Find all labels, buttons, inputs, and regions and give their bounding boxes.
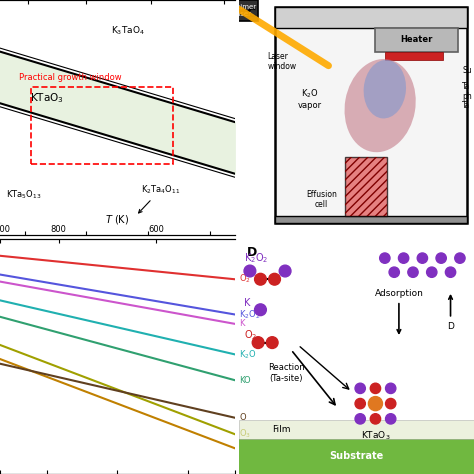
Circle shape bbox=[417, 253, 428, 263]
Text: K: K bbox=[244, 298, 250, 308]
Bar bbox=[345, 157, 387, 216]
Bar bbox=[239, 420, 474, 439]
Text: C: C bbox=[246, 7, 255, 20]
Text: KTaO$_3$: KTaO$_3$ bbox=[361, 429, 390, 442]
Text: Reaction
(Ta-site): Reaction (Ta-site) bbox=[268, 364, 305, 383]
Circle shape bbox=[455, 253, 465, 263]
Bar bbox=[31, 87, 173, 164]
Circle shape bbox=[255, 273, 266, 285]
Circle shape bbox=[370, 414, 381, 424]
Text: K: K bbox=[239, 319, 245, 328]
Circle shape bbox=[255, 304, 266, 316]
Bar bbox=[274, 216, 467, 223]
Circle shape bbox=[266, 337, 278, 348]
Text: O$_3$: O$_3$ bbox=[239, 428, 251, 440]
Bar bbox=[239, 439, 474, 474]
Circle shape bbox=[399, 253, 409, 263]
X-axis label: 1000/$T$ (/K): 1000/$T$ (/K) bbox=[90, 251, 145, 264]
Ellipse shape bbox=[364, 60, 406, 118]
Text: O$_2$: O$_2$ bbox=[244, 328, 257, 342]
Circle shape bbox=[252, 337, 264, 348]
Text: K$_2$O$_2$: K$_2$O$_2$ bbox=[244, 251, 268, 265]
Circle shape bbox=[244, 265, 256, 277]
Text: Effusion
cell: Effusion cell bbox=[306, 190, 337, 209]
Bar bbox=[375, 28, 457, 52]
Text: O$_2$: O$_2$ bbox=[239, 273, 251, 285]
Text: Excimer
laser: Excimer laser bbox=[229, 4, 257, 17]
Circle shape bbox=[385, 399, 396, 409]
Circle shape bbox=[279, 265, 291, 277]
Text: K$_2$O
vapor: K$_2$O vapor bbox=[298, 87, 322, 110]
Bar bbox=[228, 0, 258, 21]
Text: KTaO$_3$: KTaO$_3$ bbox=[30, 91, 64, 105]
Text: Laser
window: Laser window bbox=[267, 52, 297, 71]
Text: D: D bbox=[447, 296, 454, 330]
Text: K$_2$O: K$_2$O bbox=[239, 348, 257, 361]
Text: K$_2$: K$_2$ bbox=[239, 442, 250, 455]
Text: Film: Film bbox=[273, 425, 291, 434]
Circle shape bbox=[370, 383, 381, 393]
Circle shape bbox=[355, 383, 365, 393]
Text: ph: ph bbox=[462, 91, 472, 100]
Text: K$_3$TaO$_4$: K$_3$TaO$_4$ bbox=[111, 24, 145, 37]
Circle shape bbox=[380, 253, 390, 263]
Circle shape bbox=[385, 383, 396, 393]
Circle shape bbox=[427, 267, 437, 277]
Text: Adsorption: Adsorption bbox=[374, 289, 423, 333]
Circle shape bbox=[389, 267, 400, 277]
Circle shape bbox=[408, 267, 418, 277]
Bar bbox=[274, 7, 467, 223]
Text: Su: Su bbox=[462, 66, 472, 75]
Text: Practical growth window: Practical growth window bbox=[18, 73, 121, 82]
Text: Substrate: Substrate bbox=[329, 451, 384, 461]
Text: KO: KO bbox=[239, 375, 251, 384]
Circle shape bbox=[446, 267, 456, 277]
Text: Heater: Heater bbox=[401, 36, 433, 45]
Text: KTa$_5$O$_{13}$: KTa$_5$O$_{13}$ bbox=[6, 189, 42, 201]
Bar bbox=[345, 157, 387, 216]
Circle shape bbox=[385, 414, 396, 424]
Circle shape bbox=[368, 397, 383, 410]
Text: Ta: Ta bbox=[462, 101, 470, 110]
Text: Ta: Ta bbox=[462, 82, 470, 91]
Circle shape bbox=[436, 253, 447, 263]
Text: O: O bbox=[239, 413, 246, 422]
Bar bbox=[385, 52, 444, 60]
X-axis label: $T$ (K): $T$ (K) bbox=[105, 213, 129, 226]
Bar bbox=[274, 7, 467, 28]
Circle shape bbox=[269, 273, 281, 285]
Text: K$_2$O$_2$: K$_2$O$_2$ bbox=[239, 308, 261, 321]
Circle shape bbox=[355, 414, 365, 424]
Circle shape bbox=[355, 399, 365, 409]
Text: D: D bbox=[246, 246, 256, 259]
Text: K$_2$Ta$_4$O$_{11}$: K$_2$Ta$_4$O$_{11}$ bbox=[138, 183, 180, 213]
Ellipse shape bbox=[345, 59, 416, 152]
